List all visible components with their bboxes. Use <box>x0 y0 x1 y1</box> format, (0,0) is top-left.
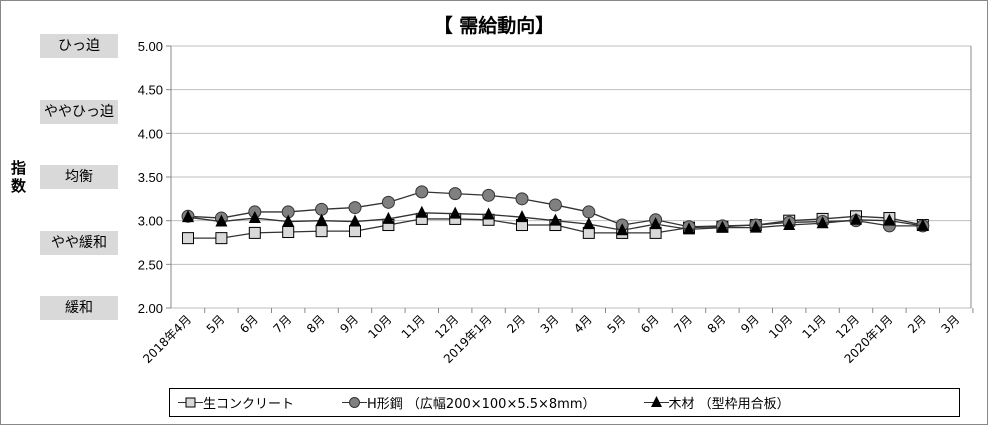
x-tick-label: 4月 <box>571 312 595 336</box>
x-tick-label: 8月 <box>304 312 328 336</box>
data-point-triangle <box>215 214 228 227</box>
data-point-triangle <box>783 218 796 231</box>
level-label: 緩和 <box>40 296 118 320</box>
legend-circle-icon <box>342 397 368 408</box>
legend-item: H形鋼 （広幅200×100×5.5×8mm） <box>342 393 596 412</box>
data-point-triangle <box>248 211 261 224</box>
legend-label: 生コンクリート <box>203 397 295 412</box>
data-point-circle <box>348 201 362 215</box>
data-point-triangle <box>716 220 729 233</box>
x-tick-label: 8月 <box>705 312 729 336</box>
data-point-circle <box>415 185 429 199</box>
x-tick-label: 12月 <box>432 312 461 341</box>
y-tick-label: 4.50 <box>138 83 163 98</box>
x-tick-label: 9月 <box>738 312 762 336</box>
x-tick-label: 5月 <box>605 312 629 336</box>
data-point-triangle <box>850 212 862 225</box>
data-point-triangle <box>382 211 395 224</box>
legend-item: 木材 （型枠用合板） <box>643 393 790 412</box>
data-point-triangle <box>582 217 595 230</box>
data-point-triangle <box>349 214 361 227</box>
data-point-circle <box>515 192 529 206</box>
data-point-square <box>349 225 361 238</box>
data-point-circle <box>548 198 562 212</box>
data-point-triangle <box>883 213 896 226</box>
x-tick-label: 6月 <box>237 312 261 336</box>
y-tick-label: 3.00 <box>138 214 163 229</box>
x-tick-label: 9月 <box>337 312 361 336</box>
data-point-triangle <box>182 210 194 223</box>
x-tick-label: 10月 <box>365 312 394 341</box>
data-point-triangle <box>649 217 662 230</box>
x-tick-label: 11月 <box>399 312 428 341</box>
x-tick-label: 3月 <box>939 312 963 336</box>
y-axis-label: 指数 <box>11 159 27 195</box>
level-label: 均衡 <box>40 165 118 189</box>
legend-square-icon <box>178 397 203 408</box>
data-point-square <box>315 225 328 238</box>
data-point-triangle <box>516 210 528 223</box>
data-point-triangle <box>683 222 695 235</box>
data-point-triangle <box>449 206 462 219</box>
x-tick-label: 7月 <box>271 312 295 336</box>
x-tick-label: 2018年4月 <box>140 312 194 366</box>
data-point-circle <box>448 187 462 201</box>
data-point-circle <box>482 188 496 202</box>
x-tick-label: 5月 <box>204 312 228 336</box>
x-tick-label: 2月 <box>504 312 528 336</box>
y-tick-label: 2.50 <box>138 257 163 272</box>
data-point-square <box>248 226 261 239</box>
legend-label: 木材 （型枠用合板） <box>668 397 790 412</box>
x-tick-label: 7月 <box>671 312 695 336</box>
x-tick-label: 3月 <box>538 312 562 336</box>
x-tick-label: 10月 <box>766 312 795 341</box>
y-tick-label: 5.00 <box>138 39 163 54</box>
data-point-square <box>215 232 228 245</box>
x-tick-label: 11月 <box>800 312 829 341</box>
legend-item: 生コンクリート <box>178 393 294 412</box>
data-point-triangle <box>315 213 328 226</box>
y-tick-label: 3.50 <box>138 170 163 185</box>
level-label: やや緩和 <box>40 230 118 255</box>
y-tick-label: 2.00 <box>138 301 163 316</box>
legend: 生コンクリート H形鋼 （広幅200×100×5.5×8mm） 木材 （型枠用合板） <box>169 388 960 417</box>
x-tick-label: 12月 <box>833 312 862 341</box>
data-point-triangle <box>916 218 929 231</box>
legend-label: H形鋼 （広幅200×100×5.5×8mm） <box>367 397 596 412</box>
data-point-triangle <box>616 223 629 236</box>
data-point-triangle <box>749 220 762 233</box>
data-point-circle <box>315 202 329 216</box>
data-point-triangle <box>282 214 295 227</box>
level-label: ややひっ迫 <box>40 99 118 124</box>
data-point-circle <box>381 195 395 209</box>
data-point-triangle <box>816 216 829 229</box>
data-point-square <box>282 226 295 239</box>
level-label: ひっ迫 <box>40 34 118 58</box>
data-point-square <box>182 232 194 245</box>
data-point-triangle <box>549 213 562 226</box>
data-point-triangle <box>415 205 428 218</box>
chart-title: 【 需給動向】 <box>433 15 555 37</box>
data-point-triangle <box>482 207 495 220</box>
x-tick-label: 2月 <box>905 312 929 336</box>
x-tick-label: 6月 <box>638 312 662 336</box>
data-point-circle <box>582 205 596 219</box>
y-tick-label: 4.00 <box>138 126 163 141</box>
legend-triangle-icon <box>643 396 669 407</box>
